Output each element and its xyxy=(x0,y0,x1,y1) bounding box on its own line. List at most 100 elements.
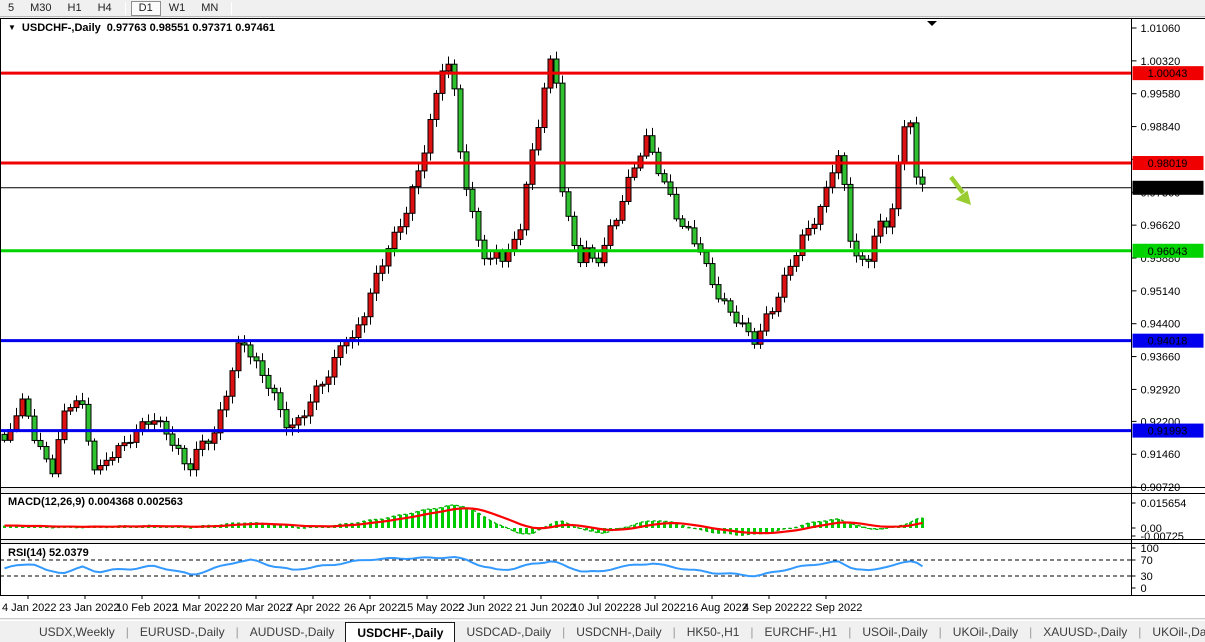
tab-separator: | xyxy=(125,625,129,639)
tab-separator: | xyxy=(848,625,852,639)
timeframe-button-D1[interactable]: D1 xyxy=(130,0,161,16)
macd-pane xyxy=(3,504,924,536)
price-badge-1.00043 xyxy=(1132,66,1204,81)
price-tick-label: 0.91460 xyxy=(1141,449,1181,461)
price-badge-label: 0.98019 xyxy=(1148,158,1188,170)
tab-separator: | xyxy=(938,625,942,639)
rsi-pane xyxy=(0,556,1132,578)
chart-tab-usdcnh-daily[interactable]: USDCNH-,Daily xyxy=(576,625,662,639)
macd-axis-label: -0.00725 xyxy=(1141,531,1184,543)
chart-title: ▼ USDCHF-,Daily 0.97763 0.98551 0.97371 … xyxy=(8,22,275,34)
date-tick-label: 7 Apr 2022 xyxy=(287,602,340,614)
date-tick-label: 10 Jul 2022 xyxy=(572,602,629,614)
price-badge-0.96043 xyxy=(1132,243,1204,258)
horizontal-level-lines[interactable] xyxy=(0,71,1132,433)
rsi-value: 52.0379 xyxy=(48,547,89,559)
candlestick-series xyxy=(1,51,926,478)
price-tick-label: 0.98840 xyxy=(1141,122,1181,134)
rsi-line xyxy=(4,556,924,578)
symbol-dropdown-icon[interactable]: ▼ xyxy=(8,22,16,32)
chart-tab-usdchf-daily[interactable]: USDCHF-,Daily xyxy=(345,622,456,642)
date-tick-label: 26 Apr 2022 xyxy=(344,602,403,614)
macd-axis-label: 0.015654 xyxy=(1141,498,1187,510)
tab-separator: | xyxy=(1138,625,1142,639)
chart-tab-eurusd-daily[interactable]: EURUSD-,Daily xyxy=(139,625,225,639)
timeframe-button-M30[interactable]: M30 xyxy=(30,1,52,14)
date-tick-label: 15 May 2022 xyxy=(401,602,465,614)
date-tick-label: 22 Sep 2022 xyxy=(800,602,862,614)
price-tick-label: 0.96620 xyxy=(1141,220,1181,232)
pane-borders xyxy=(0,18,1205,619)
price-badge-label: 0.97461 xyxy=(1148,183,1188,195)
chart-tab-usoil-daily[interactable]: USOil-,Daily xyxy=(862,625,928,639)
price-badge-label: 0.94018 xyxy=(1148,336,1188,348)
scroll-end-marker-icon[interactable] xyxy=(927,21,937,26)
timeframe-button-H4[interactable]: H4 xyxy=(97,1,112,14)
date-tick-label: 10 Feb 2022 xyxy=(116,602,178,614)
rsi-axis-label: 30 xyxy=(1141,571,1153,583)
toolbar-separator xyxy=(124,1,126,15)
macd-signal-line xyxy=(4,507,923,535)
chart-tab-ukoil-da[interactable]: UKOil-,Da xyxy=(1152,625,1205,639)
price-badge-0.94018 xyxy=(1132,333,1204,348)
rsi-axis-label: 70 xyxy=(1141,555,1153,567)
date-tick-label: 4 Sep 2022 xyxy=(743,602,799,614)
date-tick-label: 28 Jul 2022 xyxy=(629,602,686,614)
price-tick-label: 0.94400 xyxy=(1141,319,1181,331)
timeframe-button-5[interactable]: 5 xyxy=(8,1,15,14)
rsi-indicator-label: RSI(14) 52.0379 xyxy=(8,547,89,559)
chart-tab-xauusd-daily[interactable]: XAUUSD-,Daily xyxy=(1043,625,1128,639)
price-badge-label: 0.91993 xyxy=(1148,426,1188,438)
price-tick-label: 0.93660 xyxy=(1141,352,1181,364)
macd-indicator-label: MACD(12,26,9) 0.004368 0.002563 xyxy=(8,496,183,508)
chart-tab-ukoil-daily[interactable]: UKOil-,Daily xyxy=(952,625,1019,639)
ohlc-values: 0.97763 0.98551 0.97371 0.97461 xyxy=(106,22,275,34)
timeframe-button-MN[interactable]: MN xyxy=(201,1,219,14)
symbol-name: USDCHF-,Daily xyxy=(21,22,101,34)
timeframe-button-H1[interactable]: H1 xyxy=(67,1,82,14)
tab-separator: | xyxy=(562,625,566,639)
date-tick-label: 4 Jan 2022 xyxy=(2,602,56,614)
chart-tab-usdx-weekly[interactable]: USDX,Weekly xyxy=(39,625,115,639)
toolbar-separator xyxy=(231,1,233,15)
rsi-axis-label: 0 xyxy=(1141,583,1147,595)
macd-values: 0.004368 0.002563 xyxy=(88,496,183,508)
date-tick-label: 1 Mar 2022 xyxy=(173,602,229,614)
timeframe-button-W1[interactable]: W1 xyxy=(168,1,186,14)
date-tick-label: 2 Jun 2022 xyxy=(458,602,512,614)
price-badge-0.97461 xyxy=(1132,180,1204,195)
date-tick-label: 23 Jan 2022 xyxy=(59,602,120,614)
price-badge-label: 1.00043 xyxy=(1148,68,1188,80)
rsi-name: RSI(14) xyxy=(8,547,46,559)
price-tick-label: 1.01060 xyxy=(1141,23,1181,35)
rsi-axis-label: 100 xyxy=(1141,543,1159,555)
price-tick-label: 0.95140 xyxy=(1141,286,1181,298)
chart-canvas[interactable]: 1.010601.003200.995800.988400.981000.973… xyxy=(0,0,1205,620)
arrow-annotation[interactable] xyxy=(949,175,971,205)
price-axis[interactable]: 1.010601.003200.995800.988400.981000.973… xyxy=(1131,23,1187,595)
date-tick-label: 21 Jun 2022 xyxy=(515,602,576,614)
price-badge-0.98019 xyxy=(1132,156,1204,171)
date-tick-label: 16 Aug 2022 xyxy=(686,602,748,614)
chart-tab-audusd-daily[interactable]: AUDUSD-,Daily xyxy=(249,625,335,639)
macd-line xyxy=(4,504,923,536)
date-tick-label: 20 Mar 2022 xyxy=(230,602,292,614)
macd-name: MACD(12,26,9) xyxy=(8,496,86,508)
price-tick-label: 0.99580 xyxy=(1141,89,1181,101)
chart-tab-hk50-h1[interactable]: HK50-,H1 xyxy=(686,625,740,639)
chart-tabbar: USDX,Weekly | EURUSD-,Daily | AUDUSD-,Daily U… xyxy=(0,620,1205,642)
tab-separator: | xyxy=(235,625,239,639)
chart-tab-usdcad-daily[interactable]: USDCAD-,Daily xyxy=(466,625,552,639)
tab-separator: | xyxy=(750,625,754,639)
tab-separator: | xyxy=(1029,625,1033,639)
price-tick-label: 1.00320 xyxy=(1141,56,1181,68)
tab-separator: | xyxy=(672,625,676,639)
price-badge-0.91993 xyxy=(1132,423,1204,438)
macd-axis-label: 0.00 xyxy=(1141,523,1162,535)
timeframe-toolbar: 5 M30 H1 H4 D1 W1 MN xyxy=(0,0,1205,17)
price-tick-label: 0.92920 xyxy=(1141,384,1181,396)
chart-tab-eurchf-h1[interactable]: EURCHF-,H1 xyxy=(764,625,838,639)
price-badges: 1.00043 0.98019 0.97461 0.96043 0.94018 0.919… xyxy=(1132,66,1204,438)
